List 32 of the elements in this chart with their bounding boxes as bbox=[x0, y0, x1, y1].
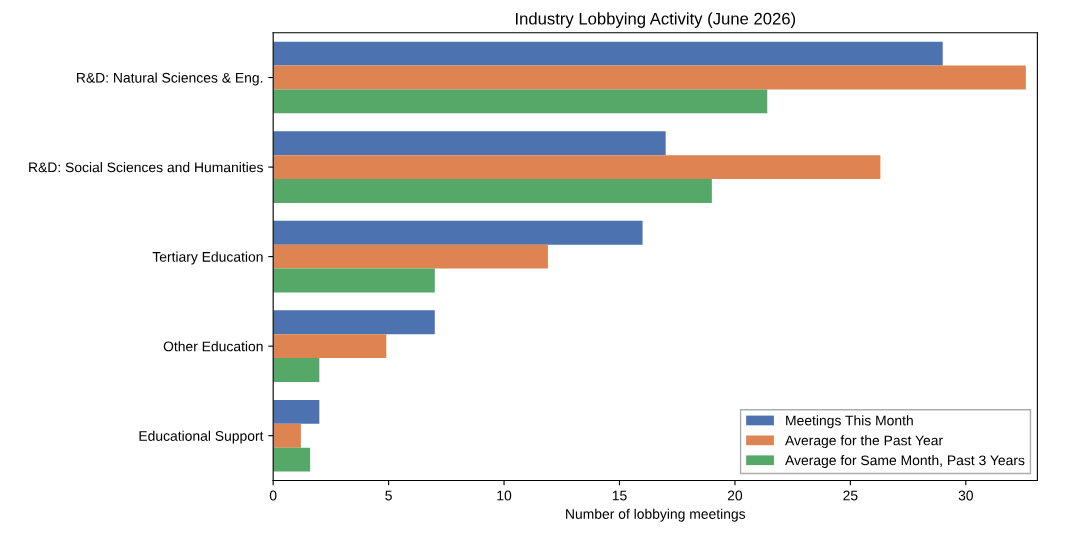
x-tick-label: 15 bbox=[612, 490, 627, 501]
x-tick-label: 5 bbox=[385, 490, 392, 501]
legend-label: Average for the Past Year bbox=[785, 435, 943, 449]
bar bbox=[273, 334, 387, 359]
legend-label: Average for Same Month, Past 3 Years bbox=[785, 455, 1025, 468]
y-tick-label: Educational Support bbox=[139, 430, 264, 444]
x-tick-label: 10 bbox=[497, 490, 512, 501]
y-tick-label: Tertiary Education bbox=[152, 251, 263, 265]
bar bbox=[273, 423, 301, 448]
bar bbox=[273, 131, 666, 156]
x-tick-label: 25 bbox=[843, 490, 858, 501]
x-tick-label: 20 bbox=[727, 490, 743, 501]
chart-title: Industry Lobbying Activity (June 2026) bbox=[516, 12, 796, 28]
bar bbox=[273, 179, 712, 203]
x-axis-title: Number of lobbying meetings bbox=[566, 508, 746, 522]
bar bbox=[273, 155, 881, 180]
bar bbox=[273, 358, 320, 382]
bar bbox=[273, 65, 1026, 90]
y-tick-label: R&D: Natural Sciences & Eng. bbox=[77, 72, 263, 86]
bar bbox=[273, 310, 435, 335]
bar bbox=[273, 244, 548, 269]
bar bbox=[273, 220, 643, 245]
x-tick-label: 30 bbox=[958, 490, 973, 501]
bar bbox=[273, 89, 768, 114]
bar bbox=[273, 447, 311, 472]
bar bbox=[273, 268, 435, 293]
x-tick-label: 0 bbox=[269, 490, 277, 501]
y-tick-label: R&D: Social Sciences and Humanities bbox=[29, 162, 263, 173]
legend-label: Meetings This Month bbox=[786, 415, 913, 429]
bar bbox=[273, 41, 943, 66]
y-tick-label: Other Education bbox=[163, 341, 263, 352]
bar bbox=[273, 399, 320, 424]
